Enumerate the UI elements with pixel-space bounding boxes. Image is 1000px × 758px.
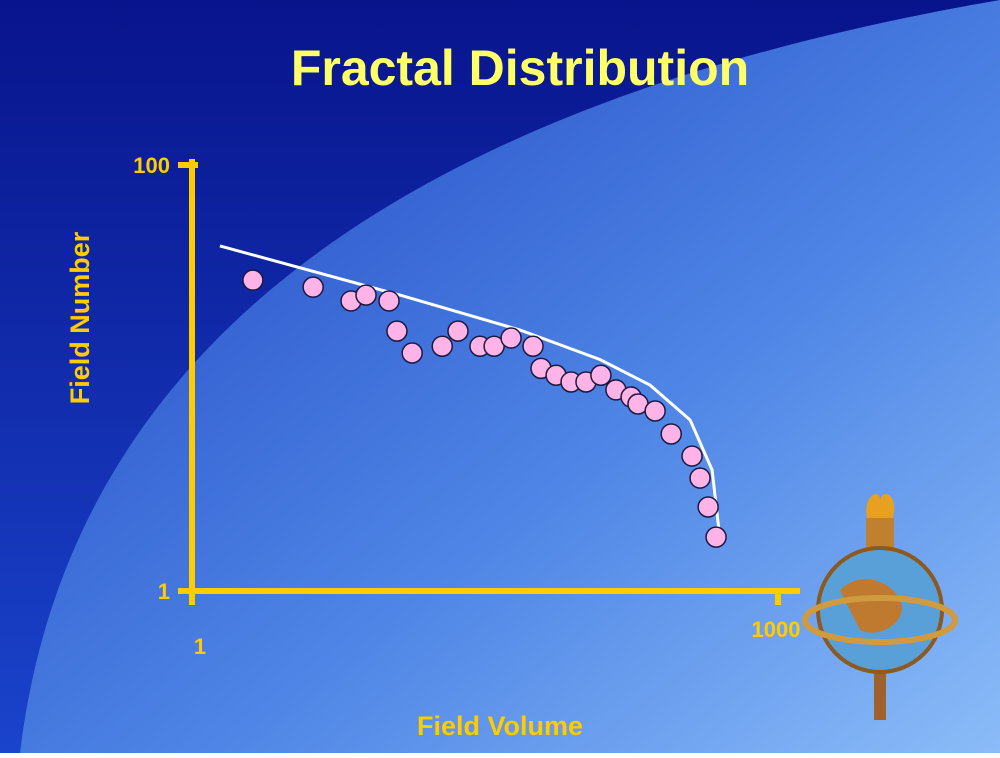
point [591,365,611,385]
y-tick-label: 100 [133,153,170,178]
x-tick-label: 1 [194,634,206,659]
point [243,270,263,290]
y-tick-label: 1 [158,579,170,604]
page: Fractal Distribution Field Volume Field … [0,0,1000,753]
point [698,497,718,517]
point [706,527,726,547]
point [356,285,376,305]
point [432,336,452,356]
x-tick-label: 1000 [752,617,801,642]
point [661,424,681,444]
point [379,291,399,311]
point [682,446,702,466]
y-axis-label: Field Number [65,231,95,404]
point [303,277,323,297]
point [645,401,665,421]
point [501,328,521,348]
chart: Fractal Distribution Field Volume Field … [0,0,1000,753]
point [387,321,407,341]
point [448,321,468,341]
point [402,343,422,363]
chart-title: Fractal Distribution [291,40,749,96]
point [523,336,543,356]
point [690,468,710,488]
x-axis-label: Field Volume [417,711,583,741]
